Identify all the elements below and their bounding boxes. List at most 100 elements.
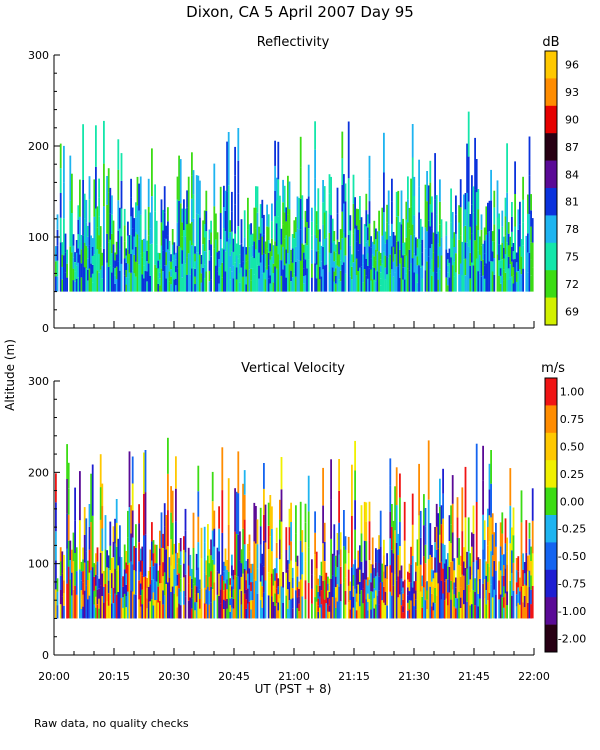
echo-cell	[77, 248, 80, 263]
echo-cell	[338, 586, 340, 619]
echo-cell	[280, 489, 283, 522]
echo-cell	[152, 579, 155, 593]
echo-cell	[275, 588, 278, 604]
echo-cell	[223, 561, 225, 572]
echo-cell	[376, 251, 379, 272]
echo-cell	[200, 558, 203, 589]
echo-cell	[256, 239, 259, 266]
echo-cell	[431, 196, 433, 213]
echo-cell	[263, 488, 265, 515]
echo-cell	[90, 249, 92, 264]
echo-cell	[141, 257, 144, 275]
echo-cell	[149, 275, 152, 292]
echo-cell	[355, 241, 358, 259]
echo-cell	[63, 593, 65, 606]
echo-cell	[175, 553, 177, 586]
echo-cell	[415, 571, 417, 581]
echo-cell	[480, 260, 483, 277]
echo-cell	[451, 238, 454, 265]
echo-cell	[322, 224, 324, 247]
echo-cell	[383, 539, 385, 556]
echo-cell	[123, 275, 126, 292]
echo-cell	[349, 261, 352, 277]
echo-cell	[59, 547, 62, 562]
echo-cell	[255, 249, 257, 271]
echo-cell	[357, 550, 360, 568]
echo-cell	[397, 533, 400, 555]
echo-cell	[431, 606, 433, 619]
echo-cell	[466, 242, 468, 292]
echo-cell	[397, 576, 400, 598]
echo-cell	[167, 582, 169, 619]
echo-cell	[397, 266, 400, 292]
echo-cell	[63, 255, 65, 292]
echo-cell	[146, 588, 148, 599]
echo-cell	[234, 531, 236, 575]
echo-cell	[477, 230, 480, 251]
echo-cell	[123, 569, 126, 594]
echo-cell	[90, 473, 92, 522]
echo-cell	[336, 550, 339, 568]
echo-cell	[483, 266, 486, 279]
echo-cell	[274, 593, 276, 606]
echo-cell	[479, 273, 481, 292]
echo-cell	[232, 608, 235, 619]
echo-cell	[205, 271, 208, 292]
echo-cell	[223, 599, 225, 609]
echo-cell	[333, 251, 336, 262]
echo-cell	[507, 268, 510, 280]
echo-cell	[242, 276, 244, 292]
echo-cell	[74, 271, 76, 282]
echo-cell	[119, 587, 121, 619]
echo-cell	[317, 578, 320, 586]
echo-cell	[315, 585, 318, 602]
echo-cell	[187, 253, 190, 292]
echo-cell	[442, 518, 444, 544]
echo-cell	[117, 230, 120, 262]
echo-cell	[290, 579, 292, 600]
echo-cell	[125, 551, 128, 563]
echo-cell	[155, 600, 158, 619]
echo-cell	[119, 249, 121, 271]
echo-cell	[154, 238, 156, 265]
echo-cell	[155, 244, 158, 268]
echo-cell	[362, 254, 364, 264]
echo-cell	[146, 271, 148, 282]
echo-cell	[88, 176, 91, 200]
echo-cell	[330, 459, 332, 500]
echo-cell	[115, 266, 118, 280]
echo-cell	[251, 582, 254, 601]
echo-cell	[179, 538, 182, 552]
echo-cell	[69, 579, 72, 599]
echo-cell	[232, 265, 235, 279]
echo-cell	[453, 261, 456, 277]
echo-cell	[528, 586, 531, 603]
echo-cell	[379, 252, 382, 260]
echo-cell	[203, 278, 206, 292]
echo-cell	[229, 220, 232, 233]
echo-cell	[504, 593, 507, 619]
echo-cell	[517, 209, 520, 230]
echo-cell	[362, 588, 364, 604]
echo-cell	[520, 586, 523, 619]
echo-cell	[463, 226, 465, 260]
echo-cell	[311, 574, 313, 589]
echo-cell	[360, 242, 363, 267]
echo-cell	[493, 561, 496, 590]
echo-cell	[455, 577, 457, 588]
echo-cell	[271, 573, 273, 596]
echo-cell	[403, 579, 406, 619]
echo-cell	[367, 278, 369, 292]
echo-cell	[426, 599, 428, 610]
echo-cell	[269, 251, 272, 260]
echo-cell	[235, 267, 238, 280]
echo-cell	[355, 275, 358, 292]
echo-cell	[186, 224, 188, 241]
echo-cell	[368, 269, 371, 292]
echo-cell	[528, 522, 531, 539]
echo-cell	[349, 276, 352, 292]
echo-cell	[320, 276, 323, 292]
echo-cell	[171, 554, 174, 587]
echo-cell	[307, 228, 310, 260]
colorbar-label: 0.50	[560, 441, 585, 454]
